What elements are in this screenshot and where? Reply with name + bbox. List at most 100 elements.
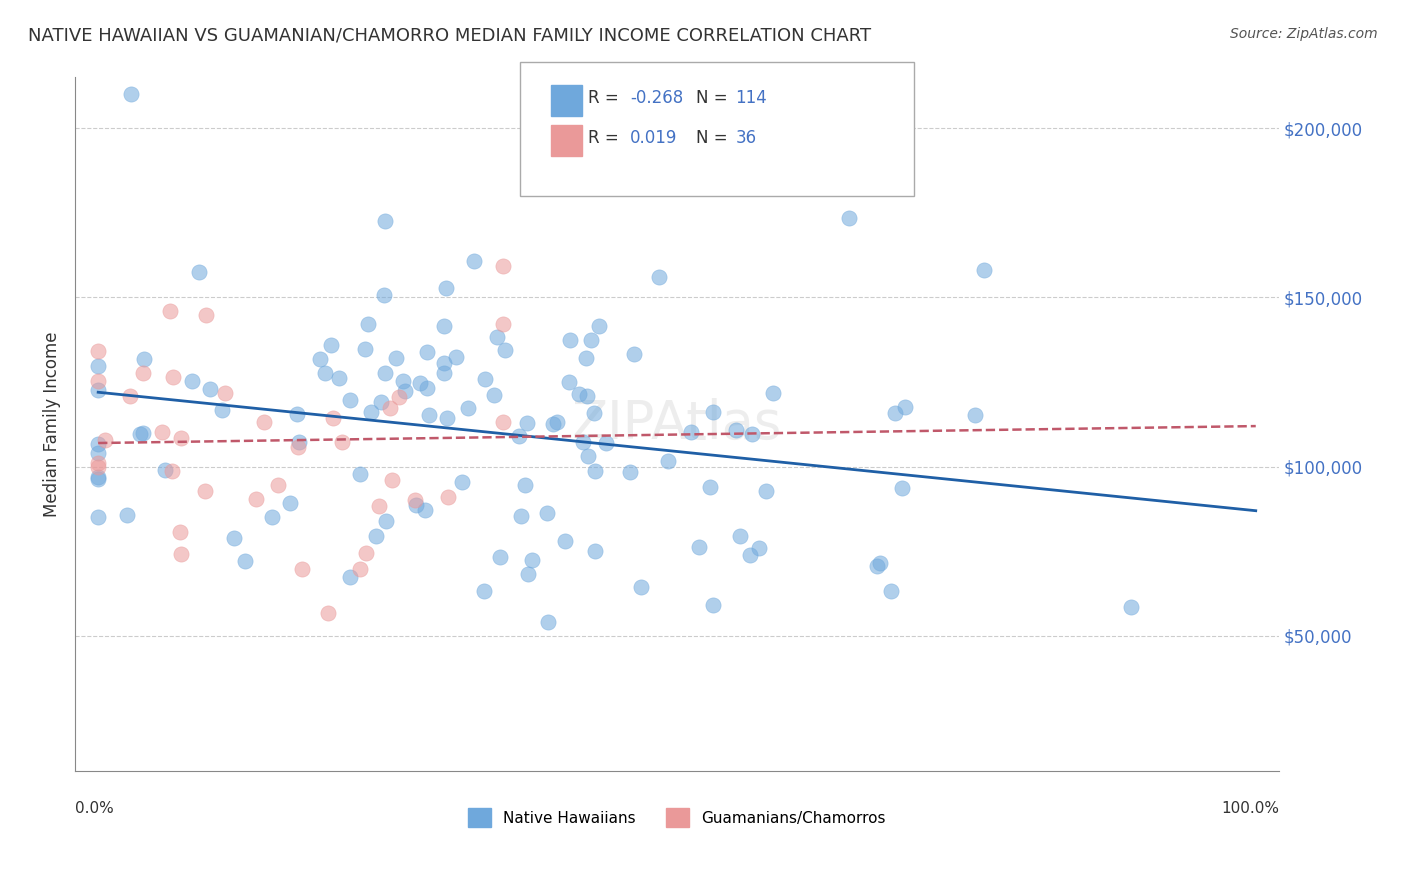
Point <box>973 263 995 277</box>
Point <box>588 319 610 334</box>
Point <box>252 415 274 429</box>
Text: N =: N = <box>696 89 733 107</box>
Point <box>388 390 411 404</box>
Point <box>132 366 155 380</box>
Point <box>316 606 339 620</box>
Point <box>884 406 907 420</box>
Point <box>595 436 617 450</box>
Text: -0.268: -0.268 <box>630 89 683 107</box>
Point <box>558 375 581 389</box>
Point <box>1119 599 1142 614</box>
Point <box>575 351 598 365</box>
Text: R =: R = <box>588 89 624 107</box>
Point <box>370 394 392 409</box>
Point <box>657 453 679 467</box>
Point <box>357 317 380 331</box>
Point <box>385 351 408 365</box>
Point <box>394 384 416 399</box>
Point <box>87 445 110 459</box>
Point <box>87 456 110 470</box>
Point <box>374 213 396 227</box>
Point <box>328 371 350 385</box>
Point <box>554 533 576 548</box>
Point <box>120 87 142 102</box>
Point <box>432 366 454 380</box>
Point <box>170 547 193 561</box>
Text: Source: ZipAtlas.com: Source: ZipAtlas.com <box>1230 27 1378 41</box>
Point <box>380 401 402 416</box>
Point <box>494 343 516 358</box>
Point <box>536 506 558 520</box>
Point <box>87 460 110 475</box>
Point <box>194 308 217 322</box>
Point <box>405 498 427 512</box>
Point <box>87 359 110 374</box>
Point <box>755 483 778 498</box>
Point <box>702 599 724 613</box>
Point <box>492 318 515 332</box>
Point <box>688 540 710 554</box>
Point <box>838 211 860 225</box>
Point <box>314 367 336 381</box>
Point <box>162 463 184 477</box>
Point <box>87 374 110 388</box>
Point <box>894 400 917 414</box>
Point <box>416 344 439 359</box>
Point <box>741 426 763 441</box>
Point <box>162 370 184 384</box>
Point <box>262 510 284 524</box>
Point <box>169 525 191 540</box>
Point <box>433 319 456 334</box>
Point <box>392 375 415 389</box>
Point <box>170 431 193 445</box>
Point <box>368 499 391 513</box>
Point <box>118 389 141 403</box>
Point <box>235 554 257 568</box>
Point <box>444 350 467 364</box>
Point <box>702 405 724 419</box>
Point <box>415 381 437 395</box>
Point <box>434 281 457 295</box>
Point <box>373 288 395 302</box>
Text: 36: 36 <box>735 129 756 147</box>
Point <box>115 508 138 522</box>
Legend: Native Hawaiians, Guamanians/Chamorros: Native Hawaiians, Guamanians/Chamorros <box>461 802 891 833</box>
Point <box>963 408 986 422</box>
Point <box>354 546 377 560</box>
Point <box>187 264 209 278</box>
Point <box>508 429 530 443</box>
Text: 0.019: 0.019 <box>630 129 678 147</box>
Point <box>129 426 152 441</box>
Point <box>288 435 311 450</box>
Text: 100.0%: 100.0% <box>1220 801 1279 816</box>
Point <box>583 464 606 478</box>
Point <box>517 566 540 581</box>
Point <box>537 615 560 629</box>
Point <box>87 472 110 486</box>
Point <box>339 393 361 408</box>
Point <box>418 409 440 423</box>
Point <box>409 376 432 391</box>
Point <box>330 434 353 449</box>
Point <box>291 562 314 576</box>
Point <box>699 480 721 494</box>
Point <box>132 426 155 441</box>
Point <box>890 481 912 495</box>
Point <box>322 410 344 425</box>
Point <box>761 386 783 401</box>
Point <box>568 387 591 401</box>
Point <box>583 544 606 558</box>
Point <box>489 550 512 565</box>
Point <box>630 581 652 595</box>
Point <box>738 548 761 562</box>
Point <box>485 329 508 343</box>
Point <box>181 374 204 388</box>
Point <box>623 347 645 361</box>
Point <box>869 556 891 570</box>
Point <box>87 470 110 484</box>
Point <box>436 411 458 425</box>
Point <box>463 253 485 268</box>
Point <box>583 406 606 420</box>
Point <box>748 541 770 555</box>
Point <box>287 407 309 421</box>
